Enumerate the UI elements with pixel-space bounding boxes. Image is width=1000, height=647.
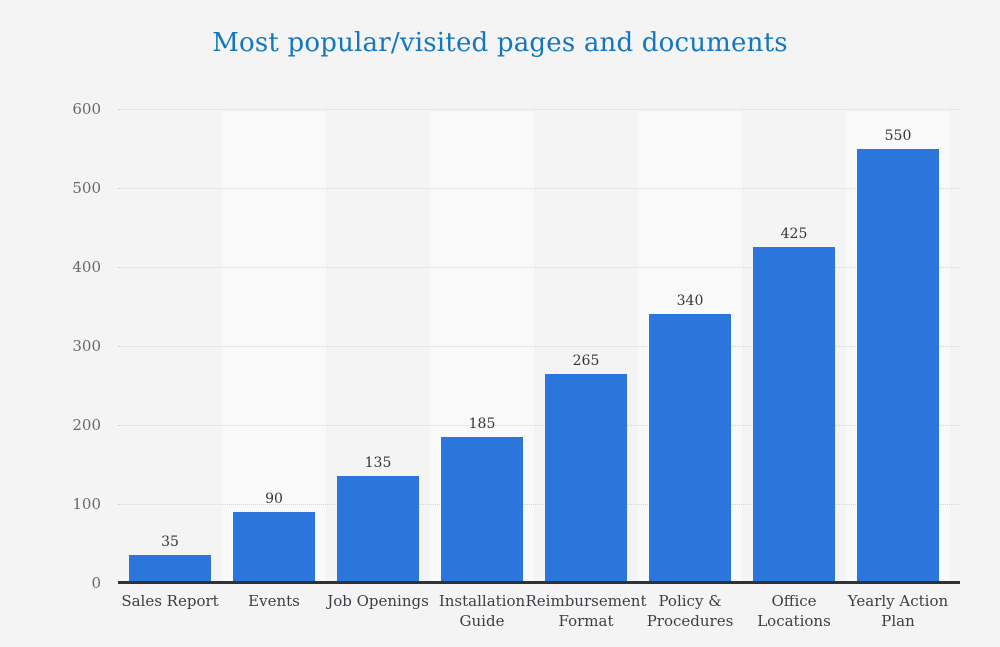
x-tick-label-line: Yearly Action (847, 592, 949, 610)
gridline (118, 504, 960, 505)
gridline (118, 267, 960, 268)
gridline (118, 188, 960, 189)
x-tick-label-line: Plan (881, 612, 915, 630)
gridline (118, 109, 960, 110)
x-tick-label: Job Openings (316, 591, 440, 611)
bar-value-label: 135 (364, 455, 392, 472)
y-tick-label: 100 (72, 495, 101, 513)
x-tick-label-line: Office (771, 592, 817, 610)
bar-value-label: 550 (884, 127, 912, 144)
bar (545, 373, 627, 583)
gridline (118, 346, 960, 347)
y-tick-label: 500 (72, 179, 101, 197)
x-tick-label-line: Reimbursement (525, 592, 647, 610)
gridline (118, 425, 960, 426)
x-tick-label: Installation Guide (420, 591, 544, 631)
x-tick-label-line: Sales Report (121, 592, 219, 610)
x-tick-label: Yearly Action Plan (836, 591, 960, 631)
x-tick-label-line: Format (558, 612, 614, 630)
x-tick-label-line: Policy & (658, 592, 722, 610)
bar (233, 511, 315, 583)
bar-value-label: 90 (265, 490, 283, 507)
bar-value-label: 340 (676, 293, 704, 310)
y-tick-label: 600 (72, 100, 101, 118)
bar-value-label: 425 (780, 226, 808, 243)
x-tick-label-line: Guide (459, 612, 505, 630)
x-tick-label-line: Installation (438, 592, 526, 610)
x-tick-label: Events (212, 591, 336, 611)
y-tick-label: 400 (72, 258, 101, 276)
bar (337, 476, 419, 583)
y-tick-label: 200 (72, 416, 101, 434)
y-tick-label: 300 (72, 337, 101, 355)
bar (753, 247, 835, 583)
x-tick-label: Reimbursement Format (524, 591, 648, 631)
x-axis-line (118, 581, 960, 584)
bar-value-label: 265 (572, 352, 600, 369)
bar (649, 314, 731, 583)
x-tick-label-line: Job Openings (327, 592, 429, 610)
bar (129, 555, 211, 583)
bar (441, 436, 523, 583)
y-tick-label: 0 (91, 574, 101, 592)
x-tick-label-line: Procedures (646, 612, 734, 630)
x-tick-label: Sales Report (108, 591, 232, 611)
bar (857, 148, 939, 583)
bar-value-label: 185 (468, 415, 496, 432)
chart-title: Most popular/visited pages and documents (212, 28, 788, 58)
x-tick-label-line: Locations (757, 612, 831, 630)
bar-value-label: 35 (161, 534, 179, 551)
x-tick-label-line: Events (248, 592, 300, 610)
x-tick-label: Office Locations (732, 591, 856, 631)
x-tick-label: Policy & Procedures (628, 591, 752, 631)
plot-area: 35 90 135 185 265 340 425 550 (118, 109, 960, 584)
